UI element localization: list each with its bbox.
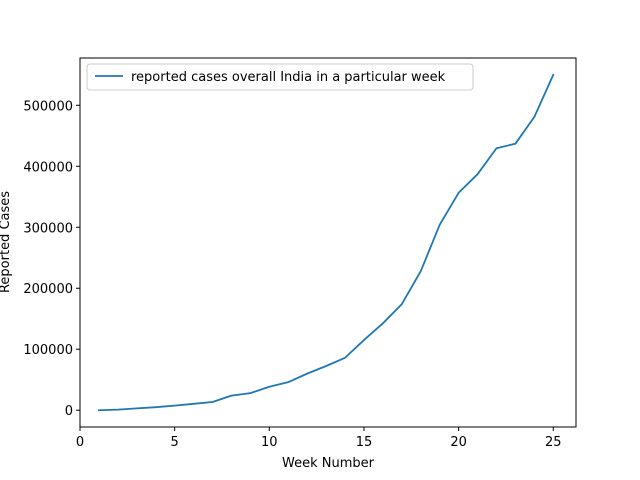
y-axis-label: Reported Cases (0, 191, 13, 293)
y-tick-label: 300000 (23, 221, 73, 236)
y-tick-label: 500000 (23, 99, 73, 114)
legend-entry-label: reported cases overall India in a partic… (131, 70, 446, 85)
x-tick-label: 0 (76, 435, 84, 450)
axis-ticks: 0 5 10 15 20 25 0 100000 200000 300000 400000 50000… (23, 99, 561, 450)
plot-area (98, 73, 555, 412)
y-tick-label: 400000 (23, 160, 73, 175)
x-tick-label: 5 (171, 435, 179, 450)
y-tick-label: 100000 (23, 343, 73, 358)
legend: reported cases overall India in a partic… (86, 63, 474, 91)
x-tick-label: 20 (450, 435, 467, 450)
x-tick-label: 15 (356, 435, 373, 450)
x-tick-label: 10 (261, 435, 278, 450)
x-axis-label: Week Number (282, 456, 375, 471)
x-tick-label: 25 (545, 435, 562, 450)
series-line (98, 73, 555, 412)
y-tick-label: 200000 (23, 282, 73, 297)
y-tick-label: 0 (65, 404, 73, 419)
legend-box (86, 63, 474, 91)
plot-frame (79, 57, 577, 428)
